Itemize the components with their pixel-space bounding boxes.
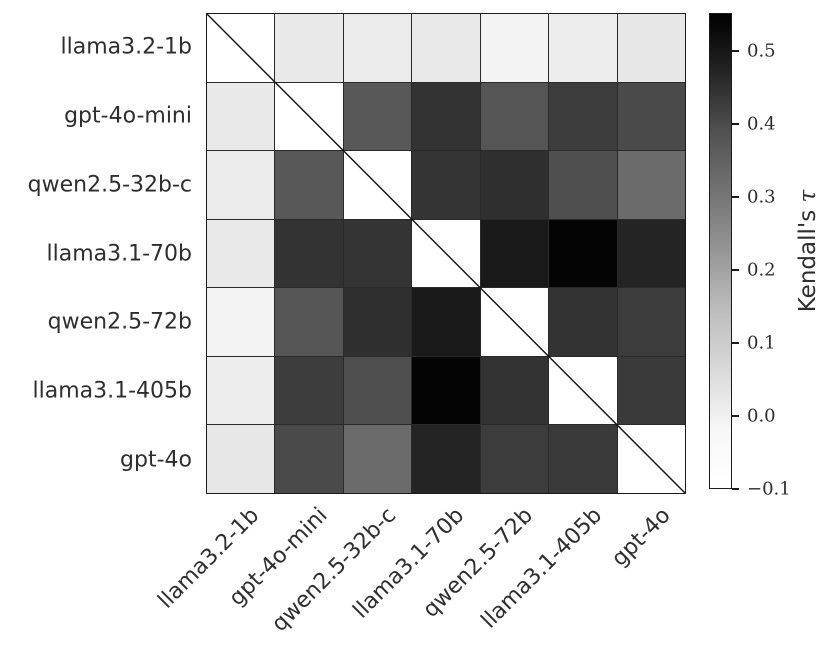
heatmap-cell — [343, 425, 412, 493]
heatmap-cell — [343, 82, 412, 151]
y-axis-labels: llama3.2-1b gpt-4o-mini qwen2.5-32b-c llama… — [0, 13, 192, 494]
y-tick-label: llama3.2-1b — [60, 34, 192, 60]
heatmap-cell-diagonal — [207, 14, 275, 82]
colorbar-tick-mark — [732, 50, 739, 52]
heatmap-cell — [617, 288, 685, 356]
colorbar-label-text: Kendall's — [795, 209, 821, 313]
heatmap-cell — [275, 288, 343, 356]
heatmap-cell — [412, 14, 480, 82]
heatmap-cell-diagonal — [480, 288, 549, 356]
heatmap-cell — [207, 288, 275, 356]
y-tick-label: llama3.1-70b — [46, 241, 192, 266]
heatmap-cell — [412, 288, 480, 356]
heatmap-cell — [207, 425, 275, 493]
heatmap-cell — [549, 14, 617, 82]
y-tick-label: gpt-4o — [120, 447, 192, 473]
x-tick-label: llama3.1-405b — [476, 503, 607, 634]
colorbar-tick-mark — [732, 488, 739, 490]
heatmap-cell-diagonal — [412, 219, 480, 288]
heatmap-cell — [617, 14, 685, 82]
heatmap-cell — [549, 151, 617, 219]
colorbar-tick-label: −0.1 — [747, 478, 791, 500]
heatmap-cell — [549, 425, 617, 493]
heatmap-cell — [480, 82, 549, 151]
colorbar-label: Kendall's τ — [795, 190, 821, 313]
colorbar-tick-label: 0.5 — [747, 40, 776, 62]
y-tick-label: qwen2.5-32b-c — [27, 172, 192, 198]
heatmap-cell — [207, 151, 275, 219]
heatmap-cell-diagonal — [343, 151, 412, 219]
colorbar-tick-mark — [732, 123, 739, 125]
heatmap-cell — [207, 219, 275, 288]
heatmap-cell — [275, 14, 343, 82]
colorbar-tick-mark — [732, 196, 739, 198]
x-tick-label: gpt-4o — [606, 503, 676, 572]
heatmap-cell — [343, 14, 412, 82]
heatmap-cell — [617, 219, 685, 288]
colorbar-tick-label: 0.3 — [747, 186, 776, 208]
heatmap-cell-diagonal — [617, 425, 685, 493]
heatmap-cell — [275, 151, 343, 219]
colorbar-tick-mark — [732, 415, 739, 417]
colorbar-tick-label: 0.4 — [747, 113, 776, 135]
heatmap — [206, 13, 686, 494]
tau-symbol: τ — [795, 189, 821, 203]
colorbar-tick-label: 0.2 — [747, 259, 776, 281]
y-tick-label: llama3.1-405b — [32, 378, 193, 404]
colorbar-tick-mark — [732, 269, 739, 271]
heatmap-cell — [207, 82, 275, 151]
heatmap-cell — [343, 356, 412, 425]
heatmap-cell — [480, 356, 549, 425]
heatmap-cell — [617, 151, 685, 219]
heatmap-cell — [343, 288, 412, 356]
y-tick-label: gpt-4o-mini — [64, 103, 192, 129]
colorbar-tick-label: 0.1 — [747, 332, 776, 354]
colorbar-tick-mark — [732, 342, 739, 344]
heatmap-cell — [207, 356, 275, 425]
y-tick-label: qwen2.5-72b — [47, 309, 192, 335]
heatmap-cell — [343, 219, 412, 288]
x-axis-labels: llama3.2-1b gpt-4o-mini qwen2.5-32b-c llama… — [153, 494, 686, 668]
heatmap-cell — [480, 14, 549, 82]
heatmap-cell — [617, 356, 685, 425]
colorbar — [709, 13, 732, 489]
heatmap-cell — [617, 82, 685, 151]
heatmap-cell — [480, 219, 549, 288]
heatmap-cell — [549, 82, 617, 151]
heatmap-cell — [549, 219, 617, 288]
heatmap-cell — [412, 356, 480, 425]
heatmap-cell — [275, 356, 343, 425]
heatmap-cell — [412, 82, 480, 151]
heatmap-cell — [275, 219, 343, 288]
heatmap-cell — [480, 151, 549, 219]
colorbar-tick-label: 0.0 — [747, 405, 776, 427]
heatmap-cell-diagonal — [549, 356, 617, 425]
x-tick-label: qwen2.5-32b-c — [267, 503, 402, 637]
heatmap-cell-diagonal — [275, 82, 343, 151]
heatmap-cell — [412, 425, 480, 493]
heatmap-cell — [549, 288, 617, 356]
heatmap-cell — [480, 425, 549, 493]
heatmap-cell — [275, 425, 343, 493]
heatmap-cell — [412, 151, 480, 219]
